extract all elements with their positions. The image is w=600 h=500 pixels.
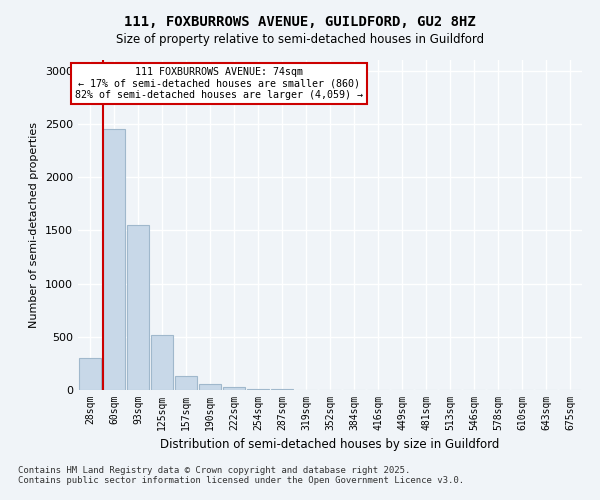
Bar bbox=[103, 129, 125, 390]
Y-axis label: Number of semi-detached properties: Number of semi-detached properties bbox=[29, 122, 40, 328]
Text: Size of property relative to semi-detached houses in Guildford: Size of property relative to semi-detach… bbox=[116, 32, 484, 46]
Bar bbox=[223, 388, 245, 390]
Text: Contains HM Land Registry data © Crown copyright and database right 2025.
Contai: Contains HM Land Registry data © Crown c… bbox=[18, 466, 464, 485]
Bar bbox=[79, 358, 101, 390]
Bar bbox=[151, 334, 173, 390]
Text: 111 FOXBURROWS AVENUE: 74sqm
← 17% of semi-detached houses are smaller (860)
82%: 111 FOXBURROWS AVENUE: 74sqm ← 17% of se… bbox=[75, 66, 363, 100]
Bar bbox=[247, 389, 269, 390]
X-axis label: Distribution of semi-detached houses by size in Guildford: Distribution of semi-detached houses by … bbox=[160, 438, 500, 452]
Bar bbox=[175, 376, 197, 390]
Text: 111, FOXBURROWS AVENUE, GUILDFORD, GU2 8HZ: 111, FOXBURROWS AVENUE, GUILDFORD, GU2 8… bbox=[124, 15, 476, 29]
Bar bbox=[127, 225, 149, 390]
Bar bbox=[199, 384, 221, 390]
